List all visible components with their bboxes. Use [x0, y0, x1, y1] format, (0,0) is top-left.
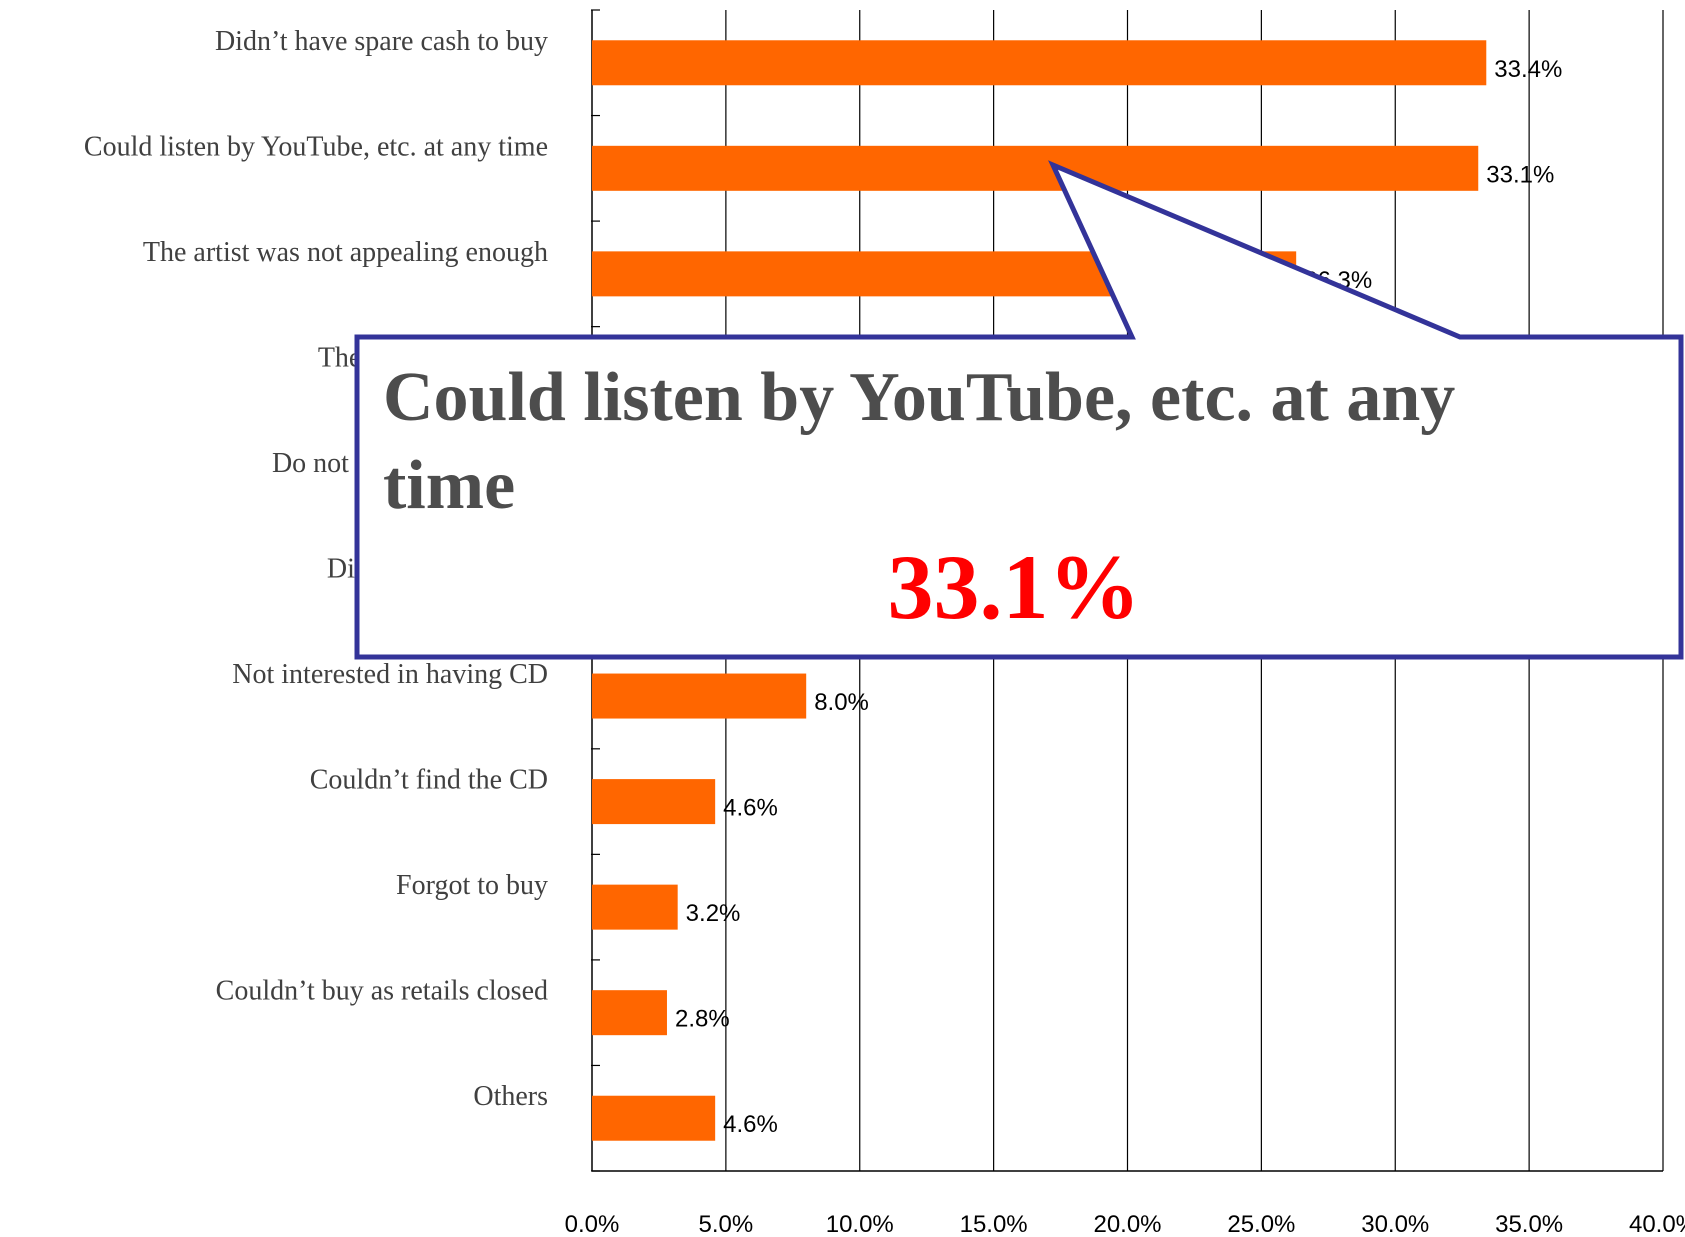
data-label: 8.0% [814, 689, 869, 716]
bar [592, 884, 678, 930]
bar [592, 673, 807, 719]
category-label: Others [473, 1081, 548, 1112]
callout: Could listen by YouTube, etc. at any tim… [354, 160, 1684, 660]
data-label: 33.4% [1494, 56, 1562, 83]
category-label: Could listen by YouTube, etc. at any tim… [84, 131, 548, 162]
bar [592, 145, 1479, 191]
category-label: Couldn’t find the CD [310, 765, 548, 796]
category-label: Couldn’t buy as retails closed [216, 976, 548, 1007]
x-tick-label: 20.0% [1093, 1211, 1161, 1237]
data-label: 4.6% [723, 1111, 778, 1138]
data-label: 4.6% [723, 795, 778, 822]
bars: 33.4%33.1%26.3%8.0%4.6%3.2%2.8%4.6% [592, 40, 1562, 1141]
bar [592, 990, 667, 1036]
x-tick-label: 25.0% [1227, 1211, 1295, 1237]
x-tick-label: 0.0% [565, 1211, 620, 1237]
category-label: The artist was not appealing enough [143, 237, 548, 268]
callout-box [354, 160, 1684, 660]
callout-title-line2: time [383, 447, 515, 524]
x-tick-label: 5.0% [699, 1211, 754, 1237]
category-label: Not interested in having CD [232, 659, 548, 690]
callout-value: 33.1% [888, 536, 1141, 638]
bar [592, 40, 1487, 86]
data-label: 3.2% [686, 900, 741, 927]
x-tick-label: 40.0% [1629, 1211, 1685, 1237]
bar [592, 779, 716, 825]
x-tick-label: 30.0% [1361, 1211, 1429, 1237]
category-label: Didn’t have spare cash to buy [215, 26, 548, 57]
x-tick-label: 15.0% [960, 1211, 1028, 1237]
data-label: 2.8% [675, 1006, 730, 1033]
category-label: Forgot to buy [396, 870, 548, 901]
callout-title-line1: Could listen by YouTube, etc. at any [383, 359, 1455, 436]
x-tick-labels: 0.0% 5.0% 10.0% 15.0% 20.0% 25.0% 30.0% 35.0% 40… [565, 1211, 1685, 1237]
x-tick-label: 10.0% [826, 1211, 894, 1237]
x-tick-label: 35.0% [1495, 1211, 1563, 1237]
data-label: 33.1% [1486, 161, 1554, 188]
bar [592, 1095, 716, 1141]
